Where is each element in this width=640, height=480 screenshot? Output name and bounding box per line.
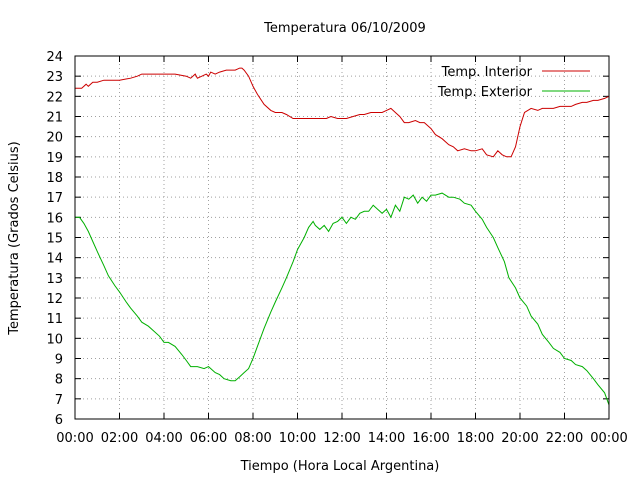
x-tick-label: 22:00 bbox=[546, 431, 583, 446]
series-line-exterior bbox=[75, 192, 610, 406]
x-tick-label: 16:00 bbox=[412, 431, 449, 446]
y-tick-label: 15 bbox=[46, 232, 63, 247]
y-tick-label: 18 bbox=[46, 171, 63, 186]
y-tick-label: 11 bbox=[46, 312, 63, 327]
y-tick-label: 17 bbox=[46, 191, 63, 206]
y-tick-label: 9 bbox=[55, 353, 63, 368]
plot-frame bbox=[74, 55, 610, 420]
y-tick-label: 21 bbox=[46, 111, 63, 126]
y-tick-label: 22 bbox=[46, 90, 63, 105]
y-tick-label: 13 bbox=[46, 272, 63, 287]
series-line-interior bbox=[75, 67, 610, 158]
y-tick-label: 24 bbox=[46, 50, 63, 65]
y-tick-label: 12 bbox=[46, 292, 63, 307]
y-tick-label: 10 bbox=[46, 332, 63, 347]
y-tick-label: 16 bbox=[46, 211, 63, 226]
y-tick-label: 19 bbox=[46, 151, 63, 166]
legend: Temp. Interior Temp. Exterior bbox=[437, 65, 590, 100]
x-tick-label: 20:00 bbox=[501, 431, 538, 446]
y-tick-label: 7 bbox=[55, 393, 63, 408]
x-tick-label: 18:00 bbox=[457, 431, 494, 446]
legend-label-exterior: Temp. Exterior bbox=[437, 85, 533, 100]
chart-title: Temperatura 06/10/2009 bbox=[263, 21, 426, 36]
y-tick-label: 14 bbox=[46, 252, 63, 267]
grid-lines bbox=[74, 55, 610, 420]
x-tick-label: 04:00 bbox=[145, 431, 182, 446]
x-tick-label: 00:00 bbox=[590, 431, 627, 446]
x-axis-ticks: 00:00 02:00 04:00 06:00 08:00 10:00 12:00 14:00… bbox=[56, 56, 628, 446]
legend-label-interior: Temp. Interior bbox=[441, 65, 533, 80]
y-tick-label: 23 bbox=[46, 70, 63, 85]
y-axis-ticks: 6 7 8 9 10 11 12 13 14 15 16 17 18 19 20 21 22 23 24 bbox=[46, 50, 609, 428]
y-axis-label: Temperatura (Grados Celsius) bbox=[7, 141, 22, 335]
y-tick-label: 8 bbox=[55, 373, 63, 388]
x-axis-label: Tiempo (Hora Local Argentina) bbox=[240, 459, 440, 474]
y-tick-label: 20 bbox=[46, 131, 63, 146]
y-tick-label: 6 bbox=[55, 413, 63, 428]
x-tick-label: 14:00 bbox=[368, 431, 405, 446]
x-tick-label: 10:00 bbox=[279, 431, 316, 446]
x-tick-label: 08:00 bbox=[234, 431, 271, 446]
x-tick-label: 00:00 bbox=[56, 431, 93, 446]
x-tick-label: 06:00 bbox=[190, 431, 227, 446]
x-tick-label: 02:00 bbox=[101, 431, 138, 446]
x-tick-label: 12:00 bbox=[323, 431, 360, 446]
series-lines bbox=[75, 67, 610, 406]
